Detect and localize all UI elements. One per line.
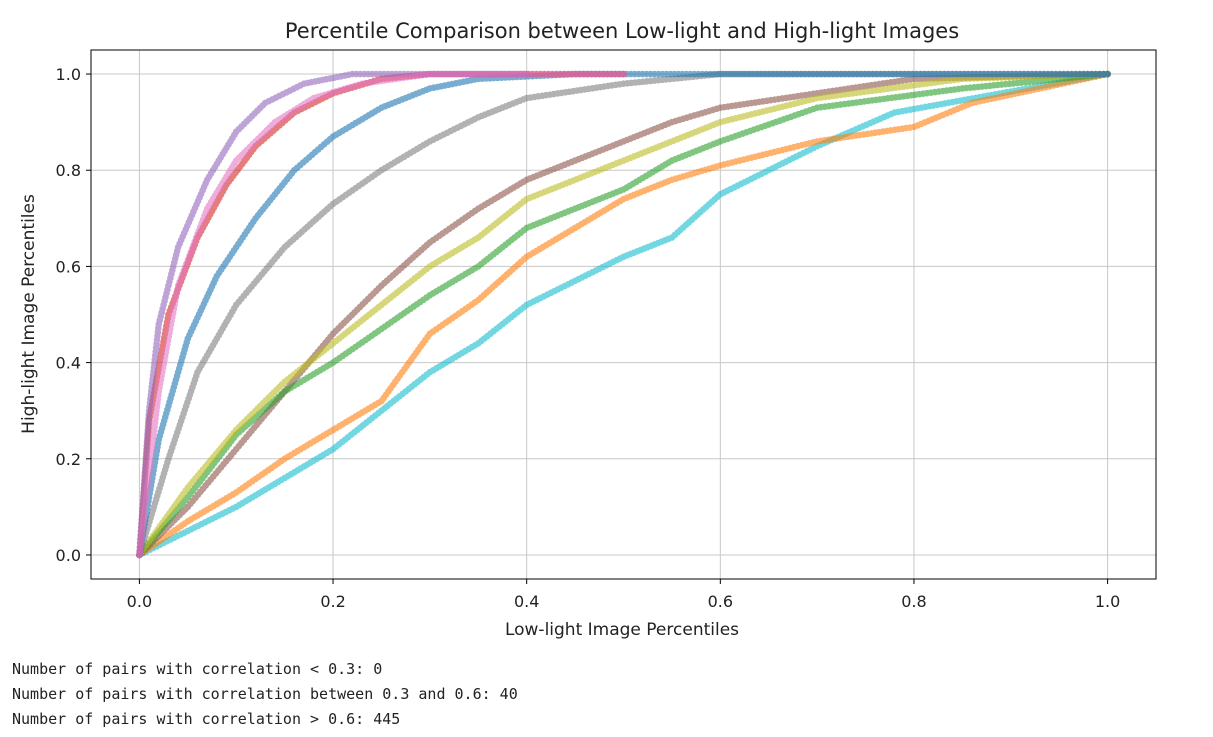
x-tick-label: 0.8 bbox=[901, 592, 926, 611]
y-tick-label: 0.4 bbox=[56, 354, 81, 373]
y-tick-label: 0.6 bbox=[56, 257, 81, 276]
series-9 bbox=[136, 70, 627, 559]
output-line-low: Number of pairs with correlation < 0.3: … bbox=[12, 660, 383, 678]
axis-ticks: 0.0 0.2 0.4 0.6 0.8 1.0 0.0 0.2 0.4 0.6 0.8 1.0 bbox=[56, 65, 1121, 611]
scatter-chart: Percentile Comparison between Low-light … bbox=[19, 19, 1157, 640]
output-line-mid: Number of pairs with correlation between… bbox=[12, 685, 518, 703]
x-tick-label: 1.0 bbox=[1095, 592, 1120, 611]
y-tick-label: 1.0 bbox=[56, 65, 81, 84]
output-line-high: Number of pairs with correlation > 0.6: … bbox=[12, 710, 401, 728]
y-tick-label: 0.8 bbox=[56, 161, 81, 180]
x-tick-label: 0.0 bbox=[127, 592, 152, 611]
series-3 bbox=[136, 70, 1111, 559]
x-tick-label: 0.2 bbox=[320, 592, 345, 611]
data-points bbox=[136, 70, 1111, 559]
series-2 bbox=[136, 70, 1111, 559]
series-4 bbox=[136, 70, 1111, 559]
data-point bbox=[1104, 70, 1111, 78]
plot-frame bbox=[90, 49, 1157, 580]
y-tick-label: 0.2 bbox=[56, 450, 81, 469]
y-axis-label: High-light Image Percentiles bbox=[19, 194, 39, 434]
grid bbox=[91, 50, 1156, 579]
series-1 bbox=[136, 70, 1111, 559]
chart-title: Percentile Comparison between Low-light … bbox=[285, 19, 959, 43]
x-tick-label: 0.4 bbox=[514, 592, 539, 611]
x-axis-label: Low-light Image Percentiles bbox=[505, 620, 739, 640]
data-point bbox=[620, 70, 627, 78]
y-tick-label: 0.0 bbox=[56, 546, 81, 565]
x-tick-label: 0.6 bbox=[708, 592, 733, 611]
